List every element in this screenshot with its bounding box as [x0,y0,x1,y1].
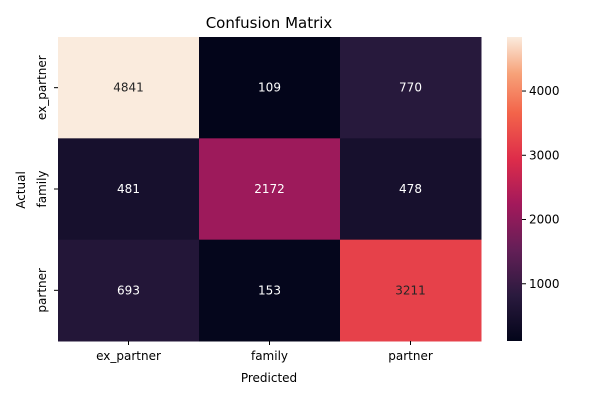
colorbar [507,37,522,341]
x-tick-label: ex_partner [96,349,161,363]
cell-value-label: 481 [117,182,140,196]
cell-value-label: 478 [399,182,422,196]
y-tick-label: ex_partner [35,55,49,120]
x-axis-ticks: ex_partner family partner [96,340,433,363]
heatmap-cell [199,37,341,139]
heatmap-cell [340,138,482,241]
cell-value-label: 4841 [113,81,144,95]
heatmap-cells [58,37,482,342]
heatmap-cell [58,37,200,139]
x-tick-label: partner [388,349,433,363]
heatmap-cell [58,239,200,342]
cell-value-label: 109 [258,81,281,95]
x-tick-label: family [251,349,288,363]
colorbar-tick-label: 4000 [529,84,560,98]
y-tick-label: partner [35,268,49,313]
cell-value-label: 2172 [254,182,285,196]
x-axis-label: Predicted [241,371,297,385]
colorbar-tick-label: 2000 [529,213,560,227]
y-tick-label: family [35,170,49,207]
heatmap-cell [199,239,341,342]
heatmap-cell [340,37,482,139]
colorbar-tick-label: 3000 [529,148,560,162]
cell-value-label: 153 [258,283,281,297]
cell-value-label: 770 [399,81,422,95]
cell-value-label: 693 [117,283,140,297]
heatmap-cell [199,138,341,241]
heatmap-cell [340,239,482,342]
colorbar-ticks: 1000 2000 3000 4000 [522,84,560,291]
colorbar-tick-label: 1000 [529,277,560,291]
cell-value-label: 3211 [395,283,426,297]
y-axis-label: Actual [14,171,28,209]
chart-title: Confusion Matrix [206,14,333,32]
heatmap-cell-labels: 4841 109 770 481 2172 478 693 153 3211 [113,81,426,298]
heatmap-cell [58,138,200,241]
